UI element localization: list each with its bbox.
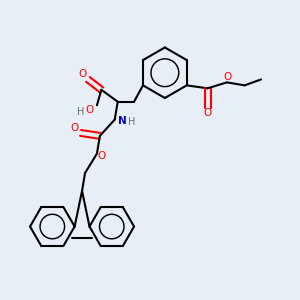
- Text: O: O: [85, 105, 94, 115]
- Text: N: N: [118, 116, 127, 126]
- Text: H: H: [128, 117, 136, 127]
- Text: O: O: [223, 72, 232, 82]
- Text: O: O: [70, 123, 79, 133]
- Text: O: O: [79, 69, 87, 80]
- Text: O: O: [98, 151, 106, 161]
- Text: H: H: [77, 107, 84, 117]
- Text: O: O: [203, 108, 212, 118]
